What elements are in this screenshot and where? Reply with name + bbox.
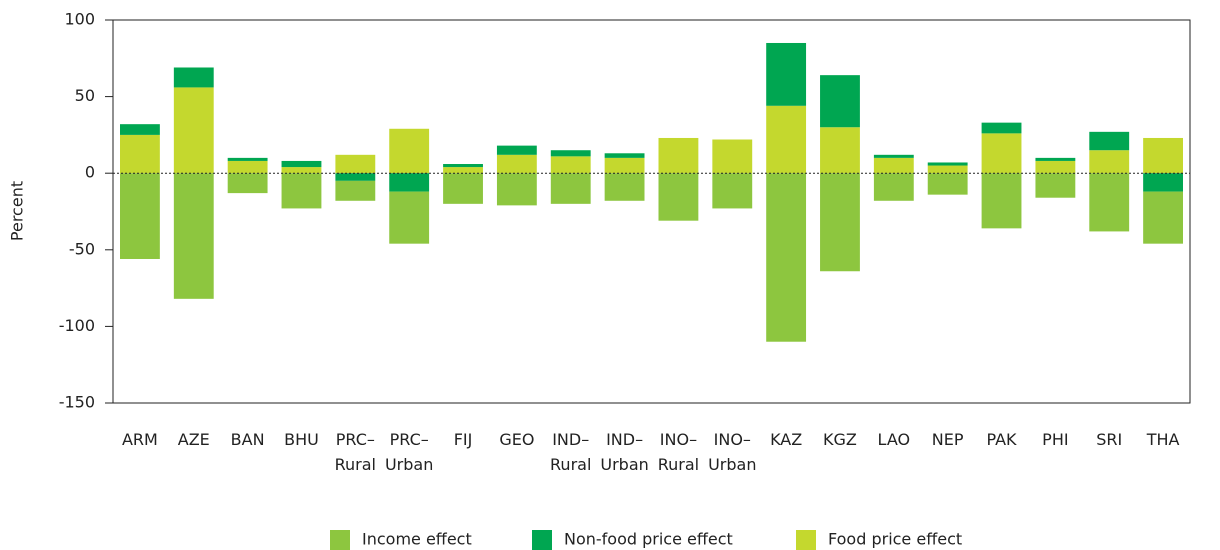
bar-segment: [227, 173, 268, 194]
bar-segment: [227, 160, 268, 174]
legend-label: Non-food price effect: [564, 530, 733, 549]
bar-segment: [1035, 173, 1076, 198]
x-tick-label: NEP: [932, 430, 964, 449]
bar-segment: [281, 167, 322, 174]
bar-segment: [820, 127, 860, 174]
bar-segment: [443, 164, 483, 168]
bar-segment: [766, 105, 807, 174]
legend-label: Income effect: [362, 530, 472, 549]
bar-segment: [712, 139, 753, 174]
y-tick-label: 50: [75, 86, 95, 105]
bar-segment: [496, 145, 537, 155]
y-tick-label: 100: [64, 10, 95, 29]
bar-segment: [604, 153, 645, 158]
x-tick-label: THA: [1146, 430, 1180, 449]
legend-swatch: [796, 530, 816, 550]
bar-segment: [981, 173, 1022, 229]
x-tick-label: GEO: [499, 430, 534, 449]
bar-segment: [389, 173, 430, 192]
bar-segment: [550, 156, 591, 174]
x-tick-label: ARM: [122, 430, 158, 449]
bar-segment: [873, 157, 914, 174]
x-tick-label: KGZ: [823, 430, 857, 449]
bar-segment: [550, 173, 591, 204]
bar-segment: [712, 173, 753, 209]
bar-segment: [1143, 173, 1183, 192]
bar-segment: [173, 173, 214, 299]
legend-label: Food price effect: [828, 530, 962, 549]
y-tick-label: -50: [69, 239, 95, 258]
bar-segment: [1035, 157, 1076, 161]
bar-segment: [1089, 150, 1130, 174]
plot-frame: [112, 19, 1191, 404]
bar-segment: [281, 160, 322, 168]
bar-segment: [873, 173, 914, 201]
x-tick-label: KAZ: [770, 430, 802, 449]
bar-segment: [389, 128, 430, 174]
bar-segment: [1089, 131, 1130, 151]
bar-segment: [658, 137, 699, 174]
x-tick-label: PAK: [986, 430, 1017, 449]
y-tick-label: 0: [85, 163, 95, 182]
legend-swatch: [532, 530, 552, 550]
x-tick-label: FIJ: [454, 430, 473, 449]
bar-segment: [1035, 160, 1076, 174]
bar-segment: [227, 157, 268, 161]
x-tick-label: AZE: [178, 430, 210, 449]
y-tick-label: -150: [59, 393, 95, 412]
y-tick-label: -100: [59, 316, 95, 335]
bar-segment: [550, 150, 591, 157]
bar-segment: [120, 134, 160, 174]
bar-segment: [496, 173, 537, 206]
bar-segment: [604, 173, 645, 201]
y-axis-label: Percent: [8, 181, 27, 241]
x-tick-label: INO– Urban: [708, 430, 756, 474]
x-tick-label: LAO: [878, 430, 911, 449]
x-tick-label: INO– Rural: [658, 430, 699, 474]
bar-segment: [604, 157, 645, 174]
bar-segment: [873, 154, 914, 158]
bar-segment: [766, 173, 807, 342]
bar-segment: [1089, 173, 1130, 232]
bar-segment: [1143, 137, 1183, 174]
bar-segment: [173, 87, 214, 174]
bar-segment: [981, 122, 1022, 134]
bar-segment: [120, 124, 160, 135]
x-tick-label: IND– Rural: [550, 430, 591, 474]
bar-segment: [281, 173, 322, 209]
x-tick-label: BAN: [231, 430, 265, 449]
x-tick-label: PHI: [1042, 430, 1068, 449]
bar-segment: [766, 42, 807, 106]
bar-segment: [981, 133, 1022, 174]
x-tick-label: IND– Urban: [600, 430, 648, 474]
x-tick-label: SRI: [1096, 430, 1122, 449]
x-tick-label: PRC– Urban: [385, 430, 433, 474]
bar-segment: [335, 154, 376, 174]
bar-segment: [335, 180, 376, 201]
x-tick-label: BHU: [284, 430, 319, 449]
x-tick-label: PRC– Rural: [335, 430, 376, 474]
bar-segment: [120, 173, 160, 259]
bar-segment: [927, 173, 968, 195]
bar-segment: [389, 191, 430, 244]
bar-segment: [443, 167, 483, 174]
bar-segment: [820, 173, 860, 272]
bar-segment: [820, 75, 860, 128]
bar-segment: [443, 173, 483, 204]
bar-segment: [173, 67, 214, 88]
bar-segment: [658, 173, 699, 221]
bar-segment: [1143, 191, 1183, 244]
legend-swatch: [330, 530, 350, 550]
bar-segment: [496, 154, 537, 174]
bar-segment: [335, 173, 376, 181]
bar-segment: [927, 165, 968, 174]
bar-segment: [927, 162, 968, 166]
